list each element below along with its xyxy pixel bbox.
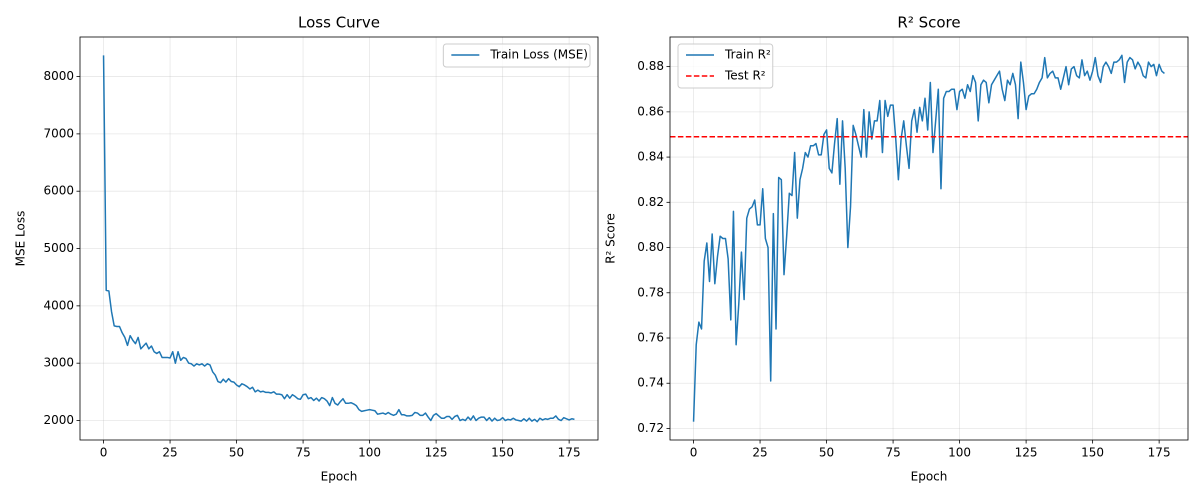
x-tick-label: 175 (558, 446, 581, 460)
x-tick-label: 125 (425, 446, 448, 460)
y-tick-label: 0.74 (637, 376, 664, 390)
x-axis-label: Epoch (911, 470, 948, 484)
y-axis-label: MSE Loss (14, 211, 28, 267)
legend-label: Test R² (724, 69, 766, 83)
x-tick-label: 75 (295, 446, 310, 460)
legend-box (442, 43, 591, 68)
x-tick-label: 175 (1148, 446, 1171, 460)
x-tick-label: 25 (162, 446, 177, 460)
chart-title: R² Score (897, 14, 960, 32)
x-tick-label: 75 (885, 446, 900, 460)
x-tick-label: 125 (1015, 446, 1038, 460)
y-tick-label: 6000 (43, 184, 74, 198)
data-line (692, 54, 1165, 422)
y-tick-label: 4000 (43, 298, 74, 312)
data-line (102, 55, 575, 423)
y-tick-label: 3000 (43, 356, 74, 370)
legend: Train Loss (MSE) (442, 43, 591, 68)
legend-label: Train R² (724, 48, 771, 62)
y-tick-label: 8000 (43, 69, 74, 83)
y-tick-label: 0.72 (637, 421, 664, 435)
y-tick-label: 0.84 (637, 150, 664, 164)
y-tick-label: 0.82 (637, 195, 664, 209)
x-tick-label: 50 (819, 446, 834, 460)
y-axis-label: R² Score (604, 213, 618, 264)
y-tick-label: 0.78 (637, 285, 664, 299)
x-tick-label: 150 (491, 446, 514, 460)
x-axis-label: Epoch (321, 470, 358, 484)
x-tick-label: 0 (690, 446, 698, 460)
y-tick-label: 0.76 (637, 331, 664, 345)
y-tick-label: 7000 (43, 126, 74, 140)
plot-frame (669, 36, 1189, 441)
x-tick-label: 100 (948, 446, 971, 460)
x-tick-label: 50 (229, 446, 244, 460)
chart-title: Loss Curve (298, 14, 380, 32)
x-tick-label: 100 (358, 446, 381, 460)
plot-frame (79, 36, 599, 441)
y-tick-label: 5000 (43, 241, 74, 255)
y-tick-label: 2000 (43, 413, 74, 427)
x-tick-label: 25 (752, 446, 767, 460)
y-tick-label: 0.80 (637, 240, 664, 254)
legend-label: Train Loss (MSE) (489, 48, 588, 62)
legend: Train R² Test R² (677, 43, 774, 89)
x-tick-label: 0 (100, 446, 108, 460)
x-tick-label: 150 (1081, 446, 1104, 460)
y-tick-label: 0.88 (637, 59, 664, 73)
y-tick-label: 0.86 (637, 104, 664, 118)
